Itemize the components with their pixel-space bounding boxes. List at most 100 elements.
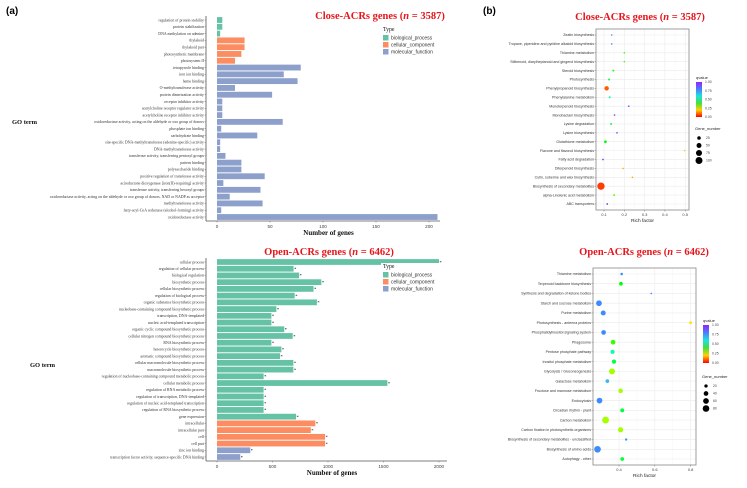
y-tick-label: cellular biosynthetic process	[160, 287, 205, 291]
x-tick-label: 1500	[378, 464, 389, 469]
colorbar-tick-label: 0.00	[705, 115, 712, 119]
y-tick-label: Autophagy - other	[562, 457, 591, 461]
y-tick-label: positive regulation of transferase activ…	[140, 175, 204, 179]
chart-title-a2: Open-ACRs genes (n = 6462)	[264, 247, 394, 258]
y-tick-label: cellular nitrogen compound biosynthetic …	[128, 334, 204, 338]
y-tick-label: oxidoreductase activity	[168, 215, 204, 219]
bubble	[610, 34, 613, 36]
y-tick-label: carbohydrate binding	[171, 134, 204, 138]
bar	[217, 400, 264, 407]
y-tick-label: Phagosome	[572, 340, 591, 344]
y-tick-label: Biosynthesis of secondary metabolites - …	[508, 438, 591, 442]
y-tick-label: biological regulation	[172, 274, 204, 278]
y-tick-label: cellular macromolecule biosynthetic proc…	[135, 361, 205, 365]
color-legend-title: qvalue	[696, 75, 709, 80]
y-tick-label: Cutin, suberine and wax biosynthesis	[535, 176, 595, 180]
bubble	[600, 310, 606, 316]
y-tick-label: cell part	[191, 442, 205, 446]
bar	[217, 159, 242, 166]
y-tick-label: phosphate ion binding	[169, 127, 204, 131]
legend-label: molecular_function	[391, 50, 433, 56]
bar	[217, 420, 316, 427]
legend-label: biological_process	[391, 36, 433, 42]
bar	[217, 286, 314, 292]
significance-mark: *	[322, 280, 325, 285]
bar	[217, 380, 388, 386]
size-legend-label: 75	[706, 151, 710, 155]
y-tick-label: regulation of transcription, DNA-templat…	[136, 395, 204, 400]
bubble	[606, 203, 609, 205]
bar	[217, 85, 236, 91]
y-tick-label: Carbon metabolism	[560, 418, 591, 422]
bubble	[596, 397, 603, 404]
y-tick-label: Pentose phosphate pathway	[546, 350, 592, 354]
significance-mark: *	[326, 441, 329, 446]
y-tick-label: Glycolysis / Gluconeogenesis	[544, 370, 591, 374]
y-tick-label: Circadian rhythm - plant	[553, 409, 591, 413]
bar	[217, 132, 258, 139]
bubble	[613, 194, 616, 197]
y-tick-label: transcription, DNA-templated	[157, 314, 204, 319]
bubble	[601, 330, 606, 335]
x-tick-label: 0.6	[652, 467, 658, 472]
y-tick-label: Lysine degradation	[564, 122, 594, 126]
y-tick-label: DNA-methyltransferase activity	[154, 147, 204, 151]
x-tick-label: 0.2	[622, 212, 628, 217]
bar	[217, 339, 272, 346]
bubble	[608, 96, 611, 99]
legend: Type biological_processcellular_component…	[381, 26, 439, 56]
y-tick-label: cell	[198, 435, 204, 439]
y-tick-label: Monobactam biosynthesis	[552, 113, 594, 117]
kegg-bubble-chart-open: Thiamine metabolism Terpenoid backbone bi…	[508, 267, 728, 479]
y-tick-label: cellular process	[180, 260, 205, 264]
bar	[217, 146, 221, 152]
bar	[217, 30, 221, 37]
y-tick-label: zinc ion binding	[179, 449, 204, 453]
size-legend-circle	[695, 149, 703, 157]
chart-title-b1: Close-ACRs genes (n = 3587)	[575, 12, 705, 23]
bubble	[609, 368, 616, 375]
y-tick-label: fatty-acyl-CoA reductase (alcohol-formin…	[124, 209, 205, 213]
legend-title: Type	[383, 27, 395, 33]
y-tick-label: Fatty acid degradation	[558, 158, 594, 162]
significance-mark: *	[293, 334, 296, 339]
size-legend-circle	[704, 384, 708, 388]
bar	[217, 353, 281, 360]
significance-mark: *	[264, 408, 267, 413]
x-axis-title: Number of genes	[307, 469, 358, 477]
panel-label-b: (b)	[483, 6, 496, 17]
colorbar-tick-label: 0.50	[705, 98, 712, 102]
bubble	[617, 427, 624, 433]
y-tick-label: RNA biosynthetic process	[163, 341, 204, 345]
bar	[217, 98, 223, 105]
y-tick-label: acireductone dioxygenase [iron(II)-requi…	[120, 181, 204, 185]
bar	[217, 272, 300, 279]
x-tick-label: 0.1	[601, 212, 607, 217]
bar	[217, 64, 301, 71]
y-tick-label: iron ion binding	[179, 73, 204, 77]
size-legend-label: 20	[713, 384, 717, 388]
bar	[217, 440, 326, 447]
significance-mark: *	[264, 388, 267, 393]
y-tick-label: Biosynthesis of amino acids	[547, 447, 592, 451]
bar	[217, 326, 285, 333]
legend-label: biological_process	[391, 273, 433, 279]
x-tick-label: 0	[216, 464, 219, 469]
bar	[217, 71, 284, 78]
y-tick-label: acetylcholine receptor regulator activit…	[142, 107, 204, 111]
bubble	[618, 388, 623, 394]
size-legend-title: Gene_number	[702, 374, 728, 379]
size-legend-label: 40	[713, 392, 717, 396]
significance-mark: *	[317, 300, 320, 305]
y-tick-label: alpha-Linolenic acid metabolism	[543, 193, 594, 197]
legend-background	[381, 26, 439, 55]
chart-title-b2: Open-ACRs genes (n = 6462)	[579, 247, 709, 258]
size-legend-circle	[702, 405, 710, 412]
y-tick-label: Zeatin biosynthesis	[563, 33, 594, 37]
significance-mark: *	[264, 394, 267, 399]
legend-title: Type	[383, 264, 395, 270]
y-tick-label: Biosynthesis of secondary metabolites	[533, 184, 594, 188]
y-tick-label: photosystem II	[181, 59, 205, 63]
bar	[217, 139, 221, 146]
y-tick-label: Inositol phosphate metabolism	[542, 360, 591, 364]
